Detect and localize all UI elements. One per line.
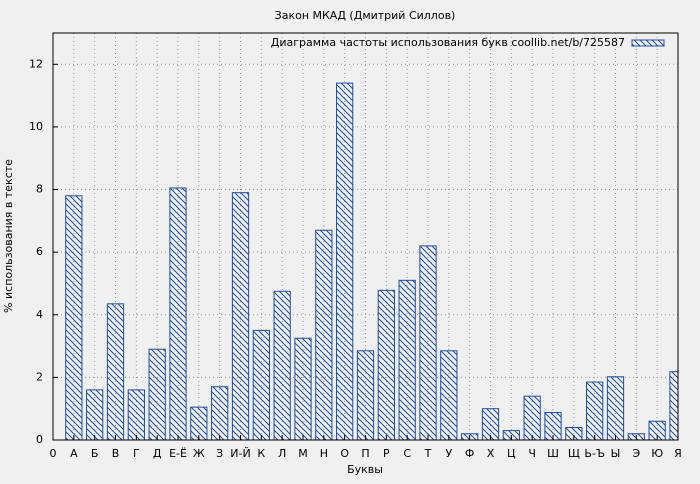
- x-tick-label: Ь-Ъ: [584, 447, 605, 460]
- x-tick-label: 0: [50, 447, 57, 460]
- y-tick-label: 12: [29, 57, 43, 70]
- x-tick-label: Я: [674, 447, 682, 460]
- x-tick-label: К: [257, 447, 265, 460]
- x-tick-label: З: [216, 447, 223, 460]
- x-tick-label: Ш: [547, 447, 559, 460]
- x-tick-label: Ж: [193, 447, 205, 460]
- y-tick-label: 4: [36, 308, 43, 321]
- bar: [648, 420, 666, 440]
- x-tick-label: Щ: [568, 447, 580, 460]
- bar: [565, 426, 583, 440]
- bar: [190, 406, 208, 440]
- bar: [231, 192, 250, 440]
- bar: [294, 337, 312, 440]
- x-axis-label: Буквы: [347, 463, 383, 476]
- y-tick-label: 8: [36, 183, 43, 196]
- x-tick-label: Э: [632, 447, 640, 460]
- x-tick-label: Ч: [528, 447, 536, 460]
- bar: [106, 303, 125, 440]
- y-tick-label: 2: [36, 370, 43, 383]
- x-tick-label: Д: [153, 447, 162, 460]
- y-axis-label: % использования в тексте: [2, 159, 15, 313]
- bar: [127, 389, 145, 440]
- bar: [336, 82, 354, 440]
- bar: [586, 381, 604, 440]
- x-tick-label: Н: [320, 447, 328, 460]
- bar: [606, 376, 625, 440]
- x-tick-label: Т: [424, 447, 432, 460]
- x-tick-label: Ы: [611, 447, 621, 460]
- x-tick-label: Е-Ё: [169, 447, 187, 460]
- x-tick-label: С: [403, 447, 411, 460]
- bar: [481, 408, 500, 440]
- bar: [356, 350, 375, 440]
- chart-title: Закон МКАД (Дмитрий Силлов): [275, 9, 456, 22]
- bar: [398, 279, 416, 440]
- x-tick-label: А: [70, 447, 78, 460]
- x-tick-label: О: [340, 447, 349, 460]
- x-tick-label: Ю: [651, 447, 663, 460]
- bar: [669, 371, 678, 440]
- x-tick-label: Р: [383, 447, 390, 460]
- bar: [252, 329, 270, 440]
- bar: [377, 289, 395, 440]
- bar: [211, 386, 229, 440]
- x-tick-label: Г: [133, 447, 140, 460]
- x-tick-label: Х: [487, 447, 495, 460]
- bar: [148, 348, 166, 440]
- x-tick-label: Ц: [507, 447, 516, 460]
- x-tick-label: М: [298, 447, 308, 460]
- x-tick-label: Б: [91, 447, 99, 460]
- x-tick-label: В: [112, 447, 120, 460]
- y-tick-label: 10: [29, 120, 43, 133]
- x-tick-label: У: [445, 447, 452, 460]
- legend-label: Диаграмма частоты использования букв coo…: [271, 36, 625, 49]
- bar: [419, 245, 437, 440]
- x-tick-label: П: [361, 447, 369, 460]
- y-tick-label: 6: [36, 245, 43, 258]
- bar: [169, 187, 187, 440]
- bar: [65, 195, 83, 440]
- bar: [440, 350, 458, 440]
- bar: [273, 290, 291, 440]
- bar: [86, 389, 104, 440]
- y-tick-label: 0: [36, 433, 43, 446]
- x-tick-label: И-Й: [230, 447, 250, 460]
- bar: [315, 229, 333, 440]
- x-tick-label: Л: [278, 447, 286, 460]
- x-tick-label: Ф: [465, 447, 474, 460]
- bar: [523, 395, 541, 440]
- legend-swatch: [631, 39, 665, 47]
